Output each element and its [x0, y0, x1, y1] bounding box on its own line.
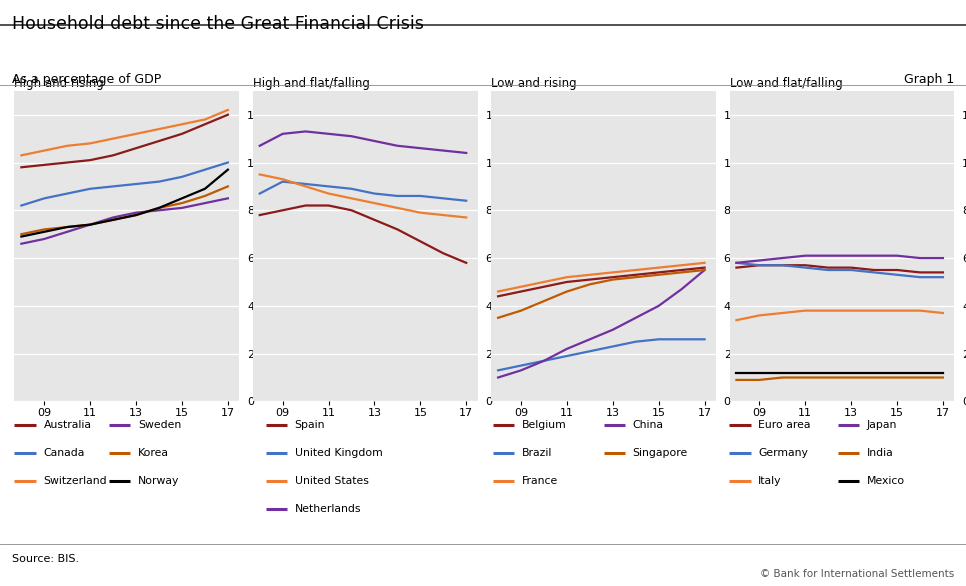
Text: Norway: Norway — [138, 476, 180, 486]
Text: Source: BIS.: Source: BIS. — [12, 554, 78, 564]
Text: Canada: Canada — [43, 448, 85, 458]
Text: High and flat/falling: High and flat/falling — [253, 77, 370, 90]
Text: Mexico: Mexico — [867, 476, 904, 486]
Text: Euro area: Euro area — [758, 420, 810, 430]
Text: Singapore: Singapore — [633, 448, 688, 458]
Text: United Kingdom: United Kingdom — [295, 448, 383, 458]
Text: France: France — [522, 476, 558, 486]
Text: Household debt since the Great Financial Crisis: Household debt since the Great Financial… — [12, 15, 423, 33]
Text: High and rising: High and rising — [14, 77, 104, 90]
Text: Low and flat/falling: Low and flat/falling — [729, 77, 842, 90]
Text: Korea: Korea — [138, 448, 169, 458]
Text: © Bank for International Settlements: © Bank for International Settlements — [760, 569, 954, 579]
Text: Low and rising: Low and rising — [491, 77, 577, 90]
Text: As a percentage of GDP: As a percentage of GDP — [12, 73, 161, 86]
Text: United States: United States — [295, 476, 368, 486]
Text: Italy: Italy — [758, 476, 781, 486]
Text: Japan: Japan — [867, 420, 896, 430]
Text: Switzerland: Switzerland — [43, 476, 107, 486]
Text: Sweden: Sweden — [138, 420, 182, 430]
Text: Spain: Spain — [295, 420, 326, 430]
Text: Belgium: Belgium — [522, 420, 566, 430]
Text: India: India — [867, 448, 894, 458]
Text: Germany: Germany — [758, 448, 809, 458]
Text: Graph 1: Graph 1 — [904, 73, 954, 86]
Text: Australia: Australia — [43, 420, 92, 430]
Text: Brazil: Brazil — [522, 448, 552, 458]
Text: China: China — [633, 420, 664, 430]
Text: Netherlands: Netherlands — [295, 504, 361, 515]
